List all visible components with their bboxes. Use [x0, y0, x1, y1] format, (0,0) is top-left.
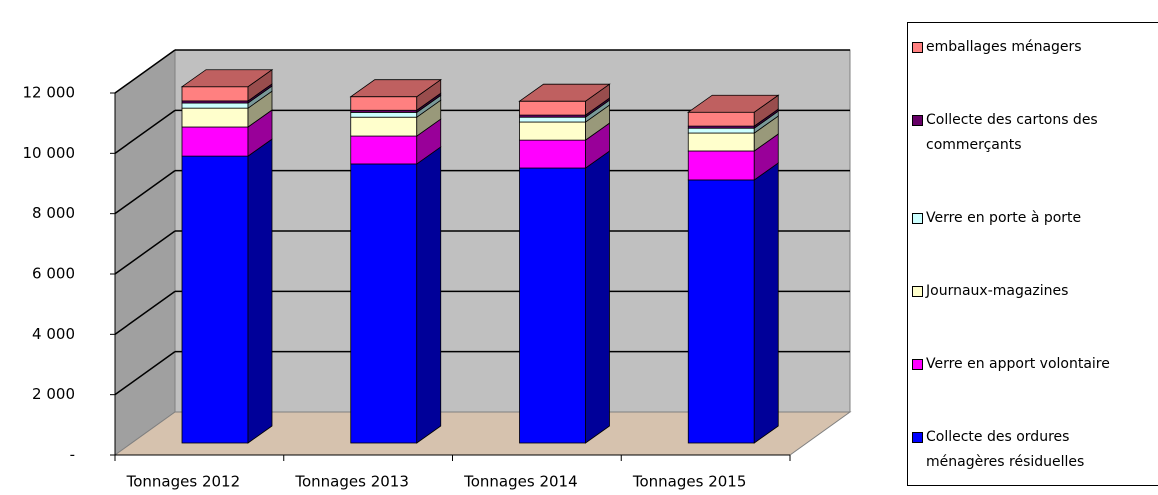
y-tick-label: 12 000	[23, 84, 76, 102]
bar-segment	[181, 126, 249, 157]
legend-item: Journaux-magazines	[912, 279, 1158, 304]
bar-side	[753, 162, 779, 444]
bar-segment	[350, 163, 418, 444]
legend-label: Verre en apport volontaire	[926, 356, 1110, 372]
legend-label: Collecte des ordures ménagères résiduell…	[926, 429, 1085, 470]
grid-line	[114, 290, 176, 335]
legend-swatch	[912, 115, 923, 126]
bar-segment	[687, 179, 755, 444]
legend-swatch	[912, 286, 923, 297]
bar-top	[686, 94, 780, 113]
legend-label: Verre en porte à porte	[926, 210, 1082, 226]
y-tick-label: 2 000	[32, 385, 75, 403]
legend-label: emballages ménagers	[926, 39, 1082, 55]
bar-segment	[687, 127, 755, 134]
legend-label: Journaux-magazines	[926, 283, 1069, 299]
legend-label: Collecte des cartons des commerçants	[926, 112, 1098, 153]
x-tick-label: Tonnages 2014	[463, 473, 578, 491]
y-tick-label: 10 000	[23, 144, 76, 162]
legend-item: Verre en porte à porte	[912, 206, 1158, 231]
legend: emballages ménagers Collecte des cartons …	[907, 22, 1158, 486]
grid-line	[114, 49, 176, 94]
bar-segment	[687, 132, 755, 152]
bar-segment	[350, 135, 418, 165]
bar-segment	[687, 111, 755, 127]
bar-segment	[350, 96, 418, 111]
grid-line	[114, 230, 176, 275]
legend-item: emballages ménagers	[912, 35, 1158, 60]
bar-top	[518, 83, 611, 102]
bar-segment	[181, 107, 249, 128]
bar-segment	[519, 121, 586, 141]
bar-segment	[519, 167, 586, 444]
x-tick-label: Tonnages 2015	[632, 473, 747, 491]
y-tick-label: 6 000	[32, 265, 75, 283]
legend-item: Collecte des ordures ménagères résiduell…	[912, 425, 1158, 475]
bar-side	[416, 146, 442, 444]
legend-swatch	[912, 213, 923, 224]
x-tick-label: Tonnages 2013	[294, 473, 409, 491]
legend-item: Verre en apport volontaire	[912, 352, 1158, 377]
grid-line	[114, 351, 176, 396]
legend-swatch	[912, 432, 923, 443]
bar-side	[247, 138, 273, 444]
bar-segment	[181, 102, 249, 109]
legend-swatch	[912, 42, 923, 53]
legend-swatch	[912, 359, 923, 370]
bar-top	[349, 79, 443, 98]
y-tick-label: 4 000	[32, 325, 75, 343]
bar-segment	[350, 116, 418, 137]
grid-line	[114, 170, 176, 215]
bar-segment	[181, 86, 249, 102]
bar-segment	[687, 150, 755, 181]
bar-segment	[519, 100, 586, 116]
bar-segment	[519, 116, 586, 123]
y-tick-label: 8 000	[32, 204, 75, 222]
x-tick-label: Tonnages 2012	[126, 473, 241, 491]
bar-side	[585, 150, 610, 444]
bar-segment	[350, 111, 418, 118]
bar-segment	[181, 155, 249, 444]
grid-line	[114, 109, 176, 154]
legend-item: Collecte des cartons des commerçants	[912, 108, 1158, 158]
y-tick-label: -	[70, 446, 75, 464]
bar-top	[180, 69, 274, 88]
chart: - 2 000 4 000 6 000 8 000 10 000 12 000 Tonnage…	[23, 49, 852, 491]
bar-segment	[519, 139, 586, 169]
